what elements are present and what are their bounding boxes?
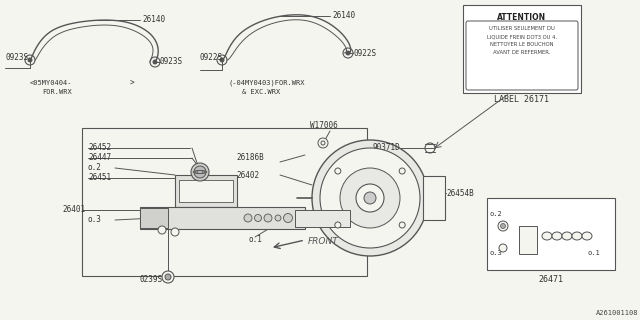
Circle shape xyxy=(165,274,171,280)
Circle shape xyxy=(162,271,174,283)
Text: o.1: o.1 xyxy=(587,250,600,256)
Bar xyxy=(295,210,350,227)
Circle shape xyxy=(275,215,281,221)
Circle shape xyxy=(498,221,508,231)
Bar xyxy=(487,198,615,270)
Text: 26401: 26401 xyxy=(62,205,85,214)
Circle shape xyxy=(255,214,262,221)
Circle shape xyxy=(220,58,225,62)
Text: LIQUIDE FREIN DOT3 OU 4.: LIQUIDE FREIN DOT3 OU 4. xyxy=(487,35,557,39)
Text: FOR.WRX: FOR.WRX xyxy=(42,89,72,95)
Circle shape xyxy=(152,60,157,65)
Text: <05MY0404-: <05MY0404- xyxy=(30,80,72,86)
Text: 0922S: 0922S xyxy=(353,49,376,58)
Text: o.3: o.3 xyxy=(88,215,102,225)
Text: 26140: 26140 xyxy=(332,12,355,20)
Circle shape xyxy=(364,192,376,204)
Ellipse shape xyxy=(562,232,572,240)
Circle shape xyxy=(194,166,206,178)
Text: 90371D: 90371D xyxy=(372,143,400,153)
Circle shape xyxy=(356,184,384,212)
Bar xyxy=(423,176,445,220)
Bar xyxy=(179,180,233,202)
Circle shape xyxy=(500,223,506,228)
Text: 26454B: 26454B xyxy=(446,188,474,197)
Text: 26451: 26451 xyxy=(88,173,111,182)
Text: >: > xyxy=(130,78,134,87)
Text: W17006: W17006 xyxy=(310,122,338,131)
Circle shape xyxy=(335,168,341,174)
Circle shape xyxy=(318,138,328,148)
Text: 26452: 26452 xyxy=(88,143,111,153)
Text: 26186B: 26186B xyxy=(236,154,264,163)
Text: o.1: o.1 xyxy=(248,236,262,244)
Circle shape xyxy=(346,51,351,55)
Circle shape xyxy=(399,168,405,174)
Circle shape xyxy=(284,213,292,222)
Circle shape xyxy=(217,55,227,65)
Text: AVANT DE REFERMER.: AVANT DE REFERMER. xyxy=(493,51,550,55)
Text: NETTOYER LE BOUCHON: NETTOYER LE BOUCHON xyxy=(490,43,554,47)
Circle shape xyxy=(264,214,272,222)
Text: o.3: o.3 xyxy=(490,250,503,256)
Text: UTILISER SEULEMENT DU: UTILISER SEULEMENT DU xyxy=(489,27,555,31)
Bar xyxy=(82,128,367,276)
Text: FRONT: FRONT xyxy=(308,237,339,246)
Text: 0923S: 0923S xyxy=(5,53,28,62)
Circle shape xyxy=(150,57,160,67)
Circle shape xyxy=(321,141,325,145)
Bar xyxy=(140,207,305,229)
Circle shape xyxy=(244,214,252,222)
Text: 0923S: 0923S xyxy=(160,58,183,67)
Text: 0239S: 0239S xyxy=(140,276,163,284)
Text: 26402: 26402 xyxy=(236,171,259,180)
Text: o.2: o.2 xyxy=(490,211,503,217)
Text: 26447: 26447 xyxy=(88,154,111,163)
Bar xyxy=(519,226,537,254)
Circle shape xyxy=(340,168,400,228)
Circle shape xyxy=(399,222,405,228)
Ellipse shape xyxy=(552,232,562,240)
Circle shape xyxy=(191,163,209,181)
Circle shape xyxy=(343,48,353,58)
Circle shape xyxy=(425,143,435,153)
Text: & EXC.WRX: & EXC.WRX xyxy=(242,89,280,95)
Text: A261001108: A261001108 xyxy=(595,310,638,316)
Text: ATTENTION: ATTENTION xyxy=(497,13,547,22)
Circle shape xyxy=(158,226,166,234)
Circle shape xyxy=(25,55,35,65)
Ellipse shape xyxy=(582,232,592,240)
Text: o.2: o.2 xyxy=(88,164,102,172)
Circle shape xyxy=(171,228,179,236)
Text: 26140: 26140 xyxy=(142,15,165,25)
Ellipse shape xyxy=(542,232,552,240)
Text: (-04MY0403)FOR.WRX: (-04MY0403)FOR.WRX xyxy=(228,80,305,86)
Bar xyxy=(463,5,581,93)
Text: LABEL 26171: LABEL 26171 xyxy=(495,95,550,105)
Circle shape xyxy=(335,222,341,228)
Bar xyxy=(175,175,237,207)
Circle shape xyxy=(499,244,507,252)
Circle shape xyxy=(28,58,33,62)
Text: 0922S: 0922S xyxy=(200,53,223,62)
Circle shape xyxy=(320,148,420,248)
Bar xyxy=(140,208,168,228)
Circle shape xyxy=(312,140,428,256)
Ellipse shape xyxy=(572,232,582,240)
Text: 26471: 26471 xyxy=(538,276,563,284)
